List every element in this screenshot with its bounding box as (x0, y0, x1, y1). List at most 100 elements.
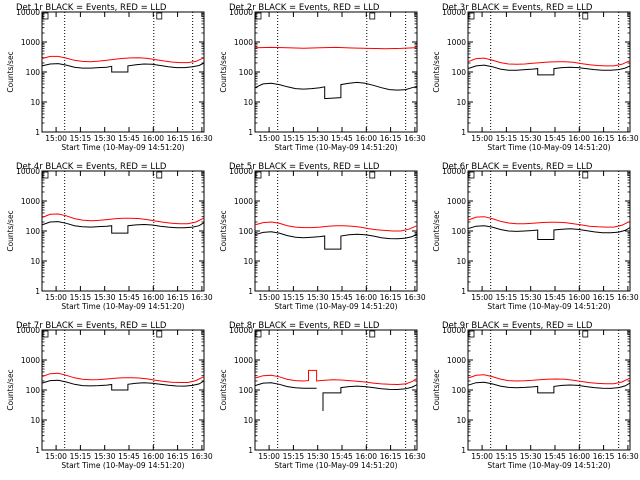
series-line-events (467, 225, 631, 240)
end-marker-box (156, 171, 163, 179)
x-tick-label: 15:00 (471, 293, 493, 302)
x-tick-label: 16:30 (617, 452, 639, 461)
x-tick-label: 15:15 (283, 293, 305, 302)
panel-title: Det 8r BLACK = Events, RED = LLD (229, 321, 380, 331)
y-tick-label: 1000 (234, 38, 253, 47)
plot-frame (254, 11, 418, 133)
x-axis-label: Start Time (10-May-09 14:51:20) (274, 461, 397, 470)
series-line-lld (41, 55, 205, 64)
end-marker-box (582, 171, 589, 179)
y-axis-label: Counts/sec (219, 369, 228, 410)
series-line-events (254, 231, 418, 250)
y-tick-label: 100 (239, 227, 254, 236)
y-tick-label: 1000 (234, 197, 253, 206)
y-tick-label: 1 (35, 446, 40, 455)
start-marker-box (468, 12, 475, 20)
x-tick-label: 15:30 (520, 452, 542, 461)
x-tick-label: 16:30 (617, 134, 639, 143)
y-tick-label: 1000 (447, 38, 466, 47)
y-axis-label: Counts/sec (219, 210, 228, 251)
y-tick-label: 10 (456, 257, 466, 266)
series-line-events (467, 381, 631, 394)
x-tick-label: 15:15 (496, 134, 518, 143)
x-tick-label: 16:00 (568, 134, 590, 143)
y-tick-label: 100 (239, 68, 254, 77)
end-marker-box (156, 12, 163, 20)
series-line-events (254, 81, 418, 100)
x-axis-label: Start Time (10-May-09 14:51:20) (274, 143, 397, 152)
y-tick-label: 10000 (442, 167, 466, 176)
y-tick-label: 1000 (447, 197, 466, 206)
y-tick-label: 10 (30, 257, 40, 266)
end-marker-box (582, 330, 589, 338)
start-marker-box (468, 171, 475, 179)
y-tick-label: 1000 (21, 356, 40, 365)
x-tick-label: 15:30 (307, 293, 329, 302)
y-tick-label: 1000 (21, 38, 40, 47)
panel-title: Det 7r BLACK = Events, RED = LLD (16, 321, 167, 331)
panel-det-2r: Det 2r BLACK = Events, RED = LLD 1 10 100 10… (219, 3, 426, 152)
x-tick-label: 15:00 (258, 452, 280, 461)
y-tick-label: 10000 (229, 167, 253, 176)
x-tick-label: 16:15 (593, 452, 615, 461)
y-tick-label: 1 (461, 128, 466, 137)
x-tick-label: 15:15 (70, 293, 92, 302)
y-tick-label: 10000 (16, 167, 40, 176)
y-tick-label: 10000 (229, 326, 253, 335)
panel-title: Det 9r BLACK = Events, RED = LLD (442, 321, 593, 331)
x-tick-label: 15:00 (45, 293, 67, 302)
x-tick-label: 15:30 (520, 134, 542, 143)
x-tick-label: 16:30 (191, 293, 213, 302)
y-axis-label: Counts/sec (6, 369, 15, 410)
series-line-events (41, 62, 205, 73)
x-tick-label: 15:45 (118, 293, 140, 302)
y-tick-label: 10000 (16, 8, 40, 17)
y-axis-label: Counts/sec (6, 210, 15, 251)
series-line-lld (41, 213, 205, 225)
series-line-events (41, 379, 205, 391)
y-tick-label: 10 (243, 257, 253, 266)
x-tick-label: 15:00 (258, 293, 280, 302)
x-tick-label: 15:45 (118, 134, 140, 143)
series-line-lld (467, 216, 631, 228)
y-tick-label: 100 (452, 227, 467, 236)
x-tick-label: 16:15 (167, 134, 189, 143)
start-marker-box (42, 171, 49, 179)
y-tick-label: 1 (461, 287, 466, 296)
x-tick-label: 15:00 (258, 134, 280, 143)
end-marker-box (582, 12, 589, 20)
x-tick-label: 15:15 (496, 293, 518, 302)
series-line-lld (41, 372, 205, 383)
y-tick-label: 10 (30, 416, 40, 425)
x-tick-label: 16:15 (167, 452, 189, 461)
x-tick-label: 15:15 (70, 452, 92, 461)
x-tick-label: 16:15 (380, 293, 402, 302)
panel-det-4r: Det 4r BLACK = Events, RED = LLD 1 10 100 10… (6, 162, 213, 311)
x-tick-label: 16:15 (593, 134, 615, 143)
y-axis-label: Counts/sec (219, 51, 228, 92)
y-axis-label: Counts/sec (432, 210, 441, 251)
x-tick-label: 16:30 (404, 452, 426, 461)
start-marker-box (255, 330, 262, 338)
y-tick-label: 1 (35, 128, 40, 137)
x-tick-label: 16:00 (355, 134, 377, 143)
y-tick-label: 100 (26, 386, 41, 395)
x-tick-label: 15:00 (45, 452, 67, 461)
start-marker-box (42, 12, 49, 20)
x-tick-label: 15:15 (283, 134, 305, 143)
x-tick-label: 16:15 (380, 452, 402, 461)
x-tick-label: 15:15 (70, 134, 92, 143)
start-marker-box (468, 330, 475, 338)
x-tick-label: 15:15 (496, 452, 518, 461)
y-tick-label: 1000 (447, 356, 466, 365)
panel-title: Det 1r BLACK = Events, RED = LLD (16, 3, 167, 13)
x-tick-label: 16:30 (191, 452, 213, 461)
series-line-events (467, 64, 631, 76)
x-axis-label: Start Time (10-May-09 14:51:20) (61, 143, 184, 152)
y-tick-label: 1 (248, 446, 253, 455)
end-marker-box (156, 330, 163, 338)
end-marker-box (369, 12, 376, 20)
x-tick-label: 16:15 (593, 293, 615, 302)
start-marker-box (255, 12, 262, 20)
